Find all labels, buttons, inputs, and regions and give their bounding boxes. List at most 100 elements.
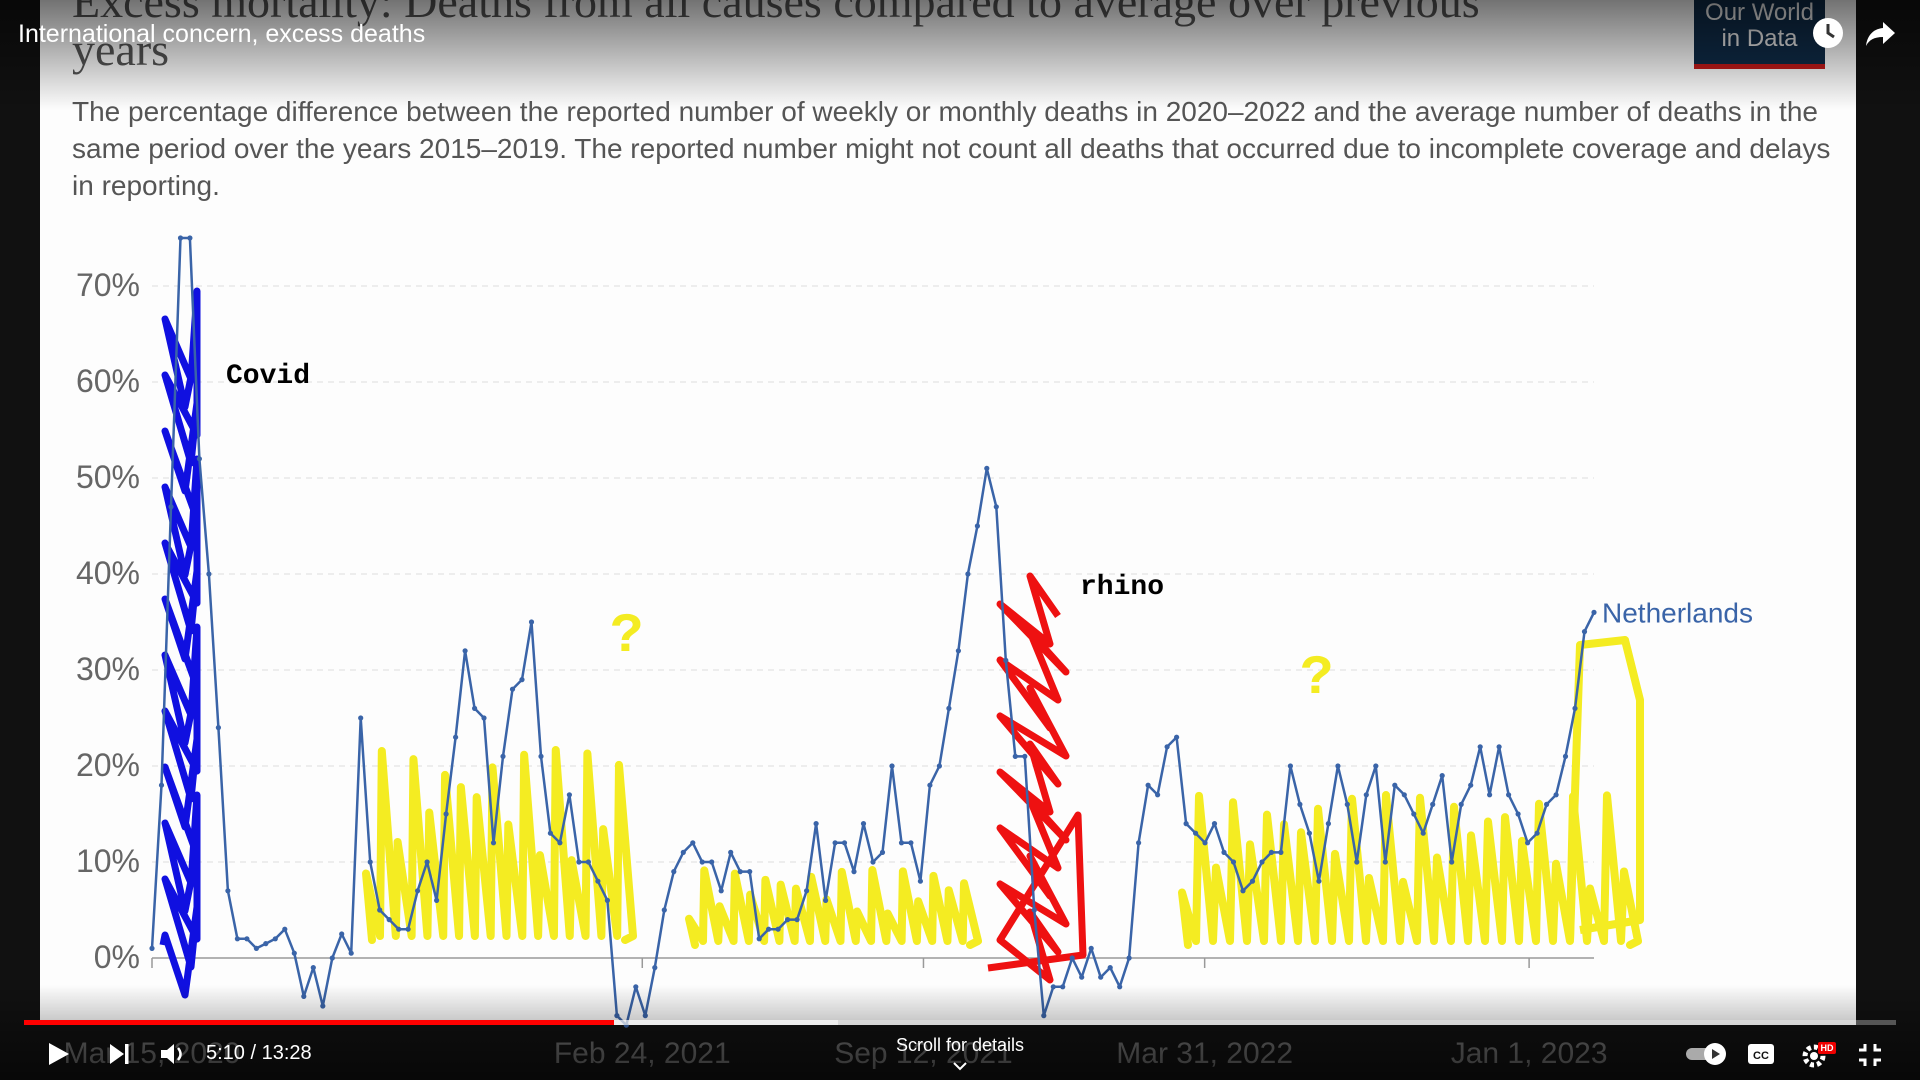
- data-point: [481, 715, 487, 721]
- data-point: [528, 619, 535, 625]
- captions-icon: CC: [1748, 1044, 1774, 1064]
- data-point: [453, 734, 459, 740]
- data-point: [149, 945, 155, 952]
- data-point: [898, 840, 905, 846]
- data-point: [434, 897, 440, 904]
- next-icon: [110, 1044, 129, 1064]
- clock-icon[interactable]: [1808, 16, 1848, 56]
- data-point: [443, 811, 449, 817]
- y-tick-label: 10%: [76, 843, 140, 879]
- y-tick-label: 20%: [76, 747, 140, 783]
- data-point: [1183, 821, 1189, 827]
- y-tick-label: 40%: [76, 555, 140, 591]
- data-point: [1098, 974, 1104, 980]
- data-point: [1174, 734, 1180, 740]
- data-point: [320, 1003, 326, 1009]
- data-point: [1401, 792, 1407, 798]
- scroll-for-details[interactable]: Scroll for details: [860, 1035, 1060, 1075]
- data-point: [870, 859, 876, 865]
- settings-icon: HD: [1802, 1042, 1836, 1068]
- data-point: [1439, 773, 1445, 779]
- data-point: [1117, 984, 1123, 990]
- captions-button[interactable]: CC: [1746, 1041, 1776, 1072]
- progress-bar[interactable]: [24, 1020, 1896, 1025]
- data-point: [879, 849, 886, 856]
- data-point: [965, 571, 971, 577]
- data-point: [794, 917, 800, 923]
- share-icon[interactable]: [1860, 16, 1900, 56]
- data-point: [1316, 878, 1322, 884]
- data-point: [756, 936, 762, 942]
- y-tick-label: 50%: [76, 459, 140, 495]
- data-point: [718, 888, 724, 894]
- volume-button[interactable]: [158, 1039, 188, 1074]
- settings-button[interactable]: HD: [1800, 1040, 1836, 1075]
- data-point: [1022, 753, 1028, 760]
- y-tick-label: 70%: [76, 267, 140, 303]
- play-icon: [49, 1043, 69, 1065]
- data-point: [1145, 782, 1151, 788]
- data-point: [1003, 657, 1009, 664]
- data-point: [1430, 801, 1436, 808]
- data-point: [955, 648, 962, 654]
- data-point: [747, 869, 753, 875]
- data-point: [1468, 782, 1474, 788]
- data-point: [566, 792, 573, 798]
- data-point: [396, 926, 402, 932]
- data-point: [234, 936, 240, 942]
- yellow-scribble: [1566, 636, 1644, 941]
- data-point: [642, 1013, 648, 1019]
- data-point: [1012, 753, 1018, 760]
- data-point: [1164, 744, 1170, 750]
- data-point: [386, 917, 392, 923]
- data-point: [168, 504, 174, 510]
- data-point: [1031, 907, 1037, 913]
- data-point: [946, 705, 952, 712]
- data-point: [1392, 782, 1398, 788]
- data-point: [462, 648, 468, 654]
- data-point: [1506, 792, 1512, 798]
- data-point: [1544, 801, 1550, 808]
- data-point: [766, 926, 772, 932]
- autoplay-toggle[interactable]: [1684, 1041, 1730, 1072]
- data-point: [1477, 744, 1483, 750]
- data-point: [1230, 859, 1237, 865]
- data-point: [1354, 859, 1360, 865]
- data-point: [1193, 830, 1199, 836]
- data-point: [661, 907, 667, 913]
- data-point: [301, 993, 307, 1000]
- data-point: [500, 753, 506, 760]
- data-point: [936, 763, 943, 769]
- data-point: [709, 859, 715, 865]
- data-point: [1107, 965, 1113, 971]
- data-point: [1525, 840, 1531, 846]
- data-point: [1136, 840, 1142, 846]
- video-title[interactable]: International concern, excess deaths: [18, 20, 426, 48]
- data-point: [1591, 609, 1597, 616]
- data-point: [614, 1013, 620, 1019]
- data-point: [889, 763, 895, 769]
- data-point: [310, 965, 316, 971]
- data-point: [424, 859, 430, 865]
- data-point: [813, 821, 819, 827]
- data-point: [1278, 849, 1284, 856]
- x-tick-label: Mar 31, 2022: [1116, 1037, 1293, 1070]
- data-point: [557, 840, 563, 846]
- data-point: [1079, 974, 1085, 980]
- data-point: [1420, 830, 1426, 836]
- data-point: [1306, 830, 1312, 836]
- scroll-hint-label: Scroll for details: [895, 1035, 1025, 1055]
- rhino-annotation: rhino: [1080, 572, 1165, 603]
- next-button[interactable]: [106, 1041, 132, 1072]
- data-point: [775, 926, 781, 932]
- play-button[interactable]: [44, 1040, 72, 1073]
- data-point: [604, 897, 611, 904]
- exit-fullscreen-button[interactable]: [1856, 1041, 1884, 1074]
- data-point: [405, 926, 411, 932]
- data-point: [472, 705, 478, 712]
- y-tick-label: 0%: [94, 939, 140, 975]
- data-point: [804, 888, 810, 894]
- yellow-scribble: [685, 866, 982, 949]
